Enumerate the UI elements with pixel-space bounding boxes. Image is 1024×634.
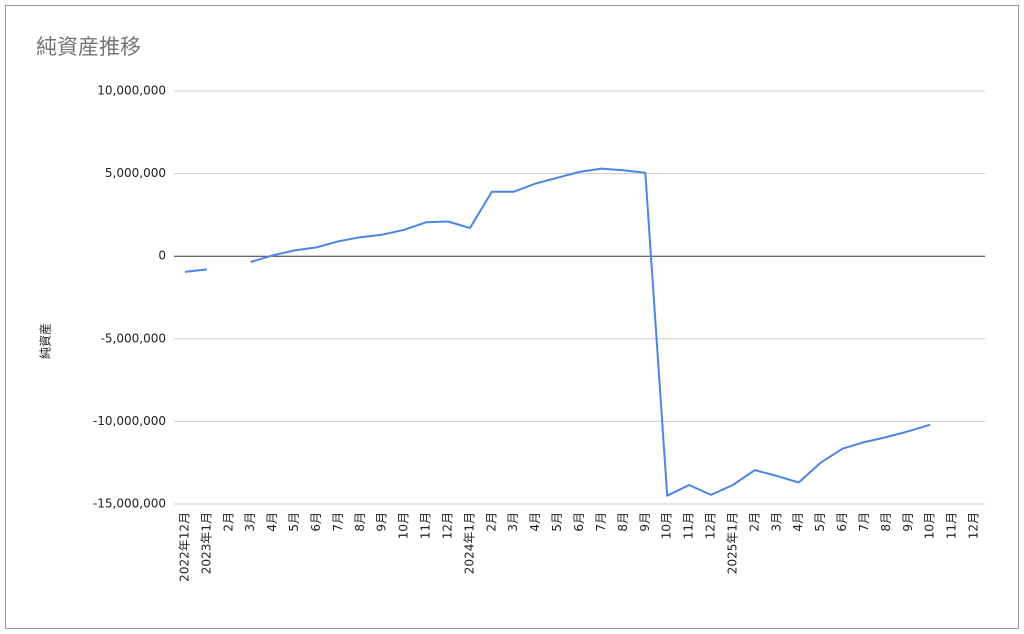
x-tick-label: 8月 [879,512,893,532]
x-tick-label: 12月 [967,512,981,539]
x-tick-label: 12月 [704,512,718,539]
x-tick-label: 2月 [747,512,761,532]
x-tick-label: 3月 [506,512,520,532]
x-tick-label: 3月 [769,512,783,532]
x-tick-label: 11月 [419,512,433,539]
x-tick-label: 2月 [221,512,235,532]
x-tick-label: 6月 [309,512,323,532]
x-tick-label: 8月 [616,512,630,532]
x-tick-label: 7月 [857,512,871,532]
x-tick-label: 9月 [638,512,652,532]
x-tick-label: 6月 [835,512,849,532]
x-tick-label: 9月 [375,512,389,532]
x-tick-label: 10月 [660,512,674,539]
y-tick-label: -15,000,000 [93,497,166,511]
x-tick-label: 6月 [572,512,586,532]
x-tick-label: 5月 [813,512,827,532]
y-axis-label: 純資産 [38,323,53,359]
x-tick-label: 11月 [945,512,959,539]
x-tick-label: 2024年1月 [462,512,476,574]
y-tick-label: 10,000,000 [97,84,166,98]
y-tick-label: -5,000,000 [101,331,166,345]
x-tick-label: 12月 [440,512,454,539]
x-tick-label: 8月 [353,512,367,532]
x-tick-label: 7月 [594,512,608,532]
x-tick-label: 2022年12月 [177,512,191,582]
x-tick-label: 4月 [791,512,805,532]
x-tick-label: 3月 [243,512,257,532]
chart-border [5,5,1019,629]
y-tick-label: 5,000,000 [105,166,166,180]
x-tick-label: 2025年1月 [725,512,739,574]
x-tick-label: 2023年1月 [199,512,213,574]
x-tick-label: 7月 [331,512,345,532]
x-tick-label: 5月 [287,512,301,532]
line-series [184,167,931,497]
y-tick-label: 0 [158,249,166,263]
x-tick-label: 11月 [682,512,696,539]
x-tick-label: 10月 [923,512,937,539]
x-tick-label: 10月 [397,512,411,539]
x-tick-label: 9月 [901,512,915,532]
x-tick-label: 4月 [265,512,279,532]
x-tick-label: 5月 [550,512,564,532]
chart-title: 純資産推移 [36,35,141,59]
y-tick-label: -10,000,000 [93,414,166,428]
x-tick-label: 2月 [484,512,498,532]
x-tick-label: 4月 [528,512,542,532]
